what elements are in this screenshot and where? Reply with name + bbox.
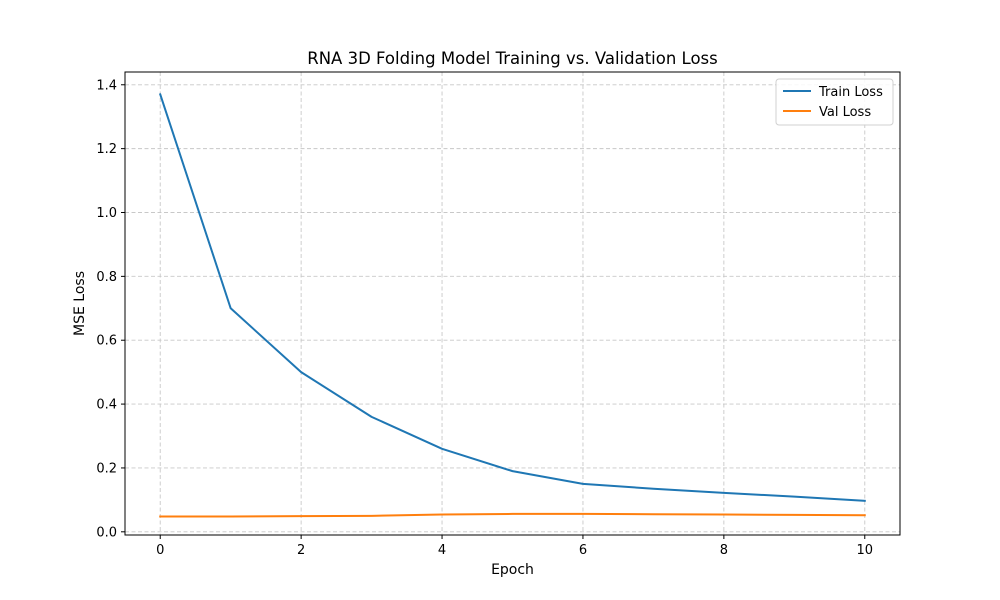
plot-area-frame <box>124 71 901 536</box>
series-train-loss <box>158 93 866 502</box>
y-axis-label: MSE Loss <box>72 271 88 336</box>
x-tick-label: 10 <box>856 543 873 558</box>
series-val-loss <box>159 512 866 518</box>
y-tick-label: 0.8 <box>96 270 117 285</box>
y-tick-label: 1.2 <box>96 142 117 157</box>
legend-label-train-loss: Train Loss <box>818 85 883 100</box>
y-tick-label: 0.2 <box>96 461 117 476</box>
x-axis-label: Epoch <box>491 562 534 578</box>
chart-title: RNA 3D Folding Model Training vs. Valida… <box>307 49 718 68</box>
y-tick-label: 0.0 <box>96 525 117 540</box>
y-tick-label: 1.4 <box>96 78 117 93</box>
axis-ticks: 0 2 4 6 8 10 0.0 0.2 0.4 0.6 0.8 1.0 1.2 1.4 <box>96 78 873 558</box>
x-tick-label: 0 <box>156 543 164 558</box>
y-tick-label: 1.0 <box>96 206 117 221</box>
x-tick-label: 4 <box>438 543 446 558</box>
grid-lines <box>125 72 900 535</box>
x-tick-label: 6 <box>579 543 587 558</box>
plot-series <box>158 93 866 518</box>
legend: Train Loss Val Loss <box>775 78 894 126</box>
y-tick-label: 0.6 <box>96 334 117 349</box>
y-tick-label: 0.4 <box>96 398 117 413</box>
x-tick-label: 8 <box>720 543 728 558</box>
x-tick-label: 2 <box>297 543 305 558</box>
legend-label-val-loss: Val Loss <box>819 105 871 120</box>
